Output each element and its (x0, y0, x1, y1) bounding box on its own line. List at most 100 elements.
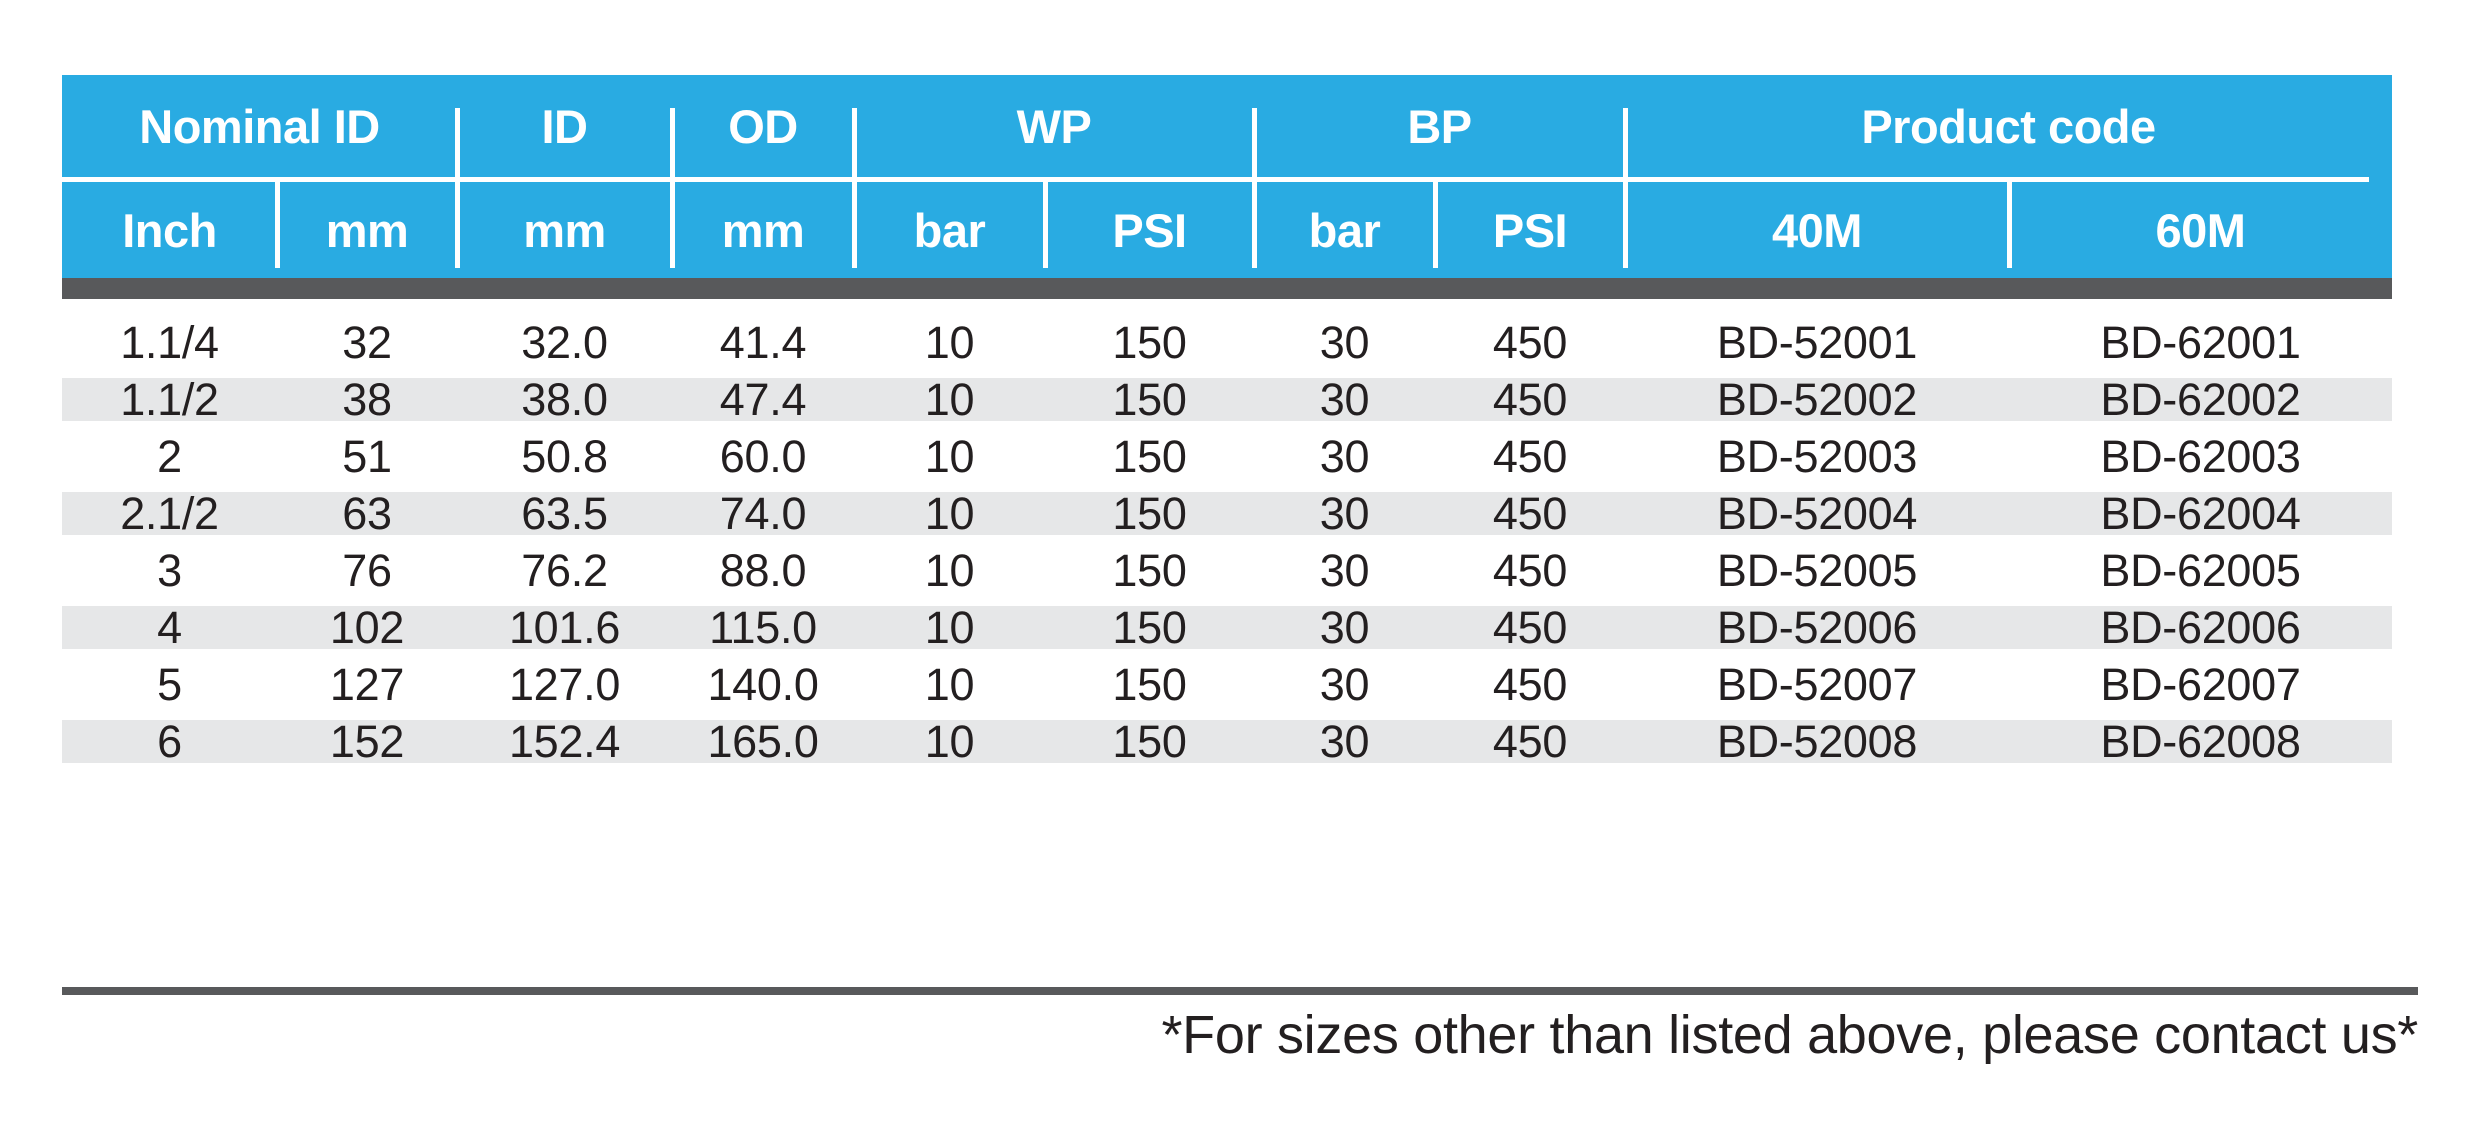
subheader-od-mm: mm (672, 182, 857, 278)
cell-nominal-inch: 4 (157, 601, 182, 653)
cell-wp-psi: 150 (1112, 658, 1187, 710)
cell-od-mm: 140.0 (707, 658, 819, 710)
header-bottom-bar (62, 278, 2392, 299)
subheader-nominal-mm: mm (277, 182, 460, 278)
cell-od-mm: 115.0 (709, 601, 817, 653)
cell-wp-bar: 10 (924, 487, 975, 539)
cell-nominal-mm: 76 (342, 544, 392, 596)
cell-nominal-mm: 51 (342, 430, 392, 482)
cell-nominal-mm: 102 (329, 601, 405, 653)
cell-code-60m: BD-62003 (2100, 430, 2301, 482)
header-separator-line (62, 177, 2369, 182)
subheader-inch: Inch (62, 182, 280, 278)
cell-id-mm: 38.0 (521, 373, 608, 425)
cell-id-mm: 152.4 (508, 715, 621, 767)
cell-bp-psi: 450 (1492, 316, 1568, 368)
cell-code-40m: BD-52006 (1716, 601, 1918, 653)
cell-wp-bar: 10 (924, 544, 975, 596)
cell-nominal-mm: 38 (342, 373, 392, 425)
cell-wp-bar: 10 (924, 715, 975, 767)
cell-od-mm: 60.0 (719, 430, 807, 482)
header-group-product-code: Product code (1861, 99, 2156, 153)
cell-bp-psi: 450 (1492, 715, 1568, 767)
cell-id-mm: 63.5 (521, 487, 608, 539)
header-group-wp: WP (854, 75, 1257, 177)
cell-nominal-mm: 127 (329, 658, 405, 710)
subheader-60m: 60M (2155, 203, 2246, 257)
cell-nominal-inch: 2 (157, 430, 182, 482)
cell-code-60m: BD-62005 (2100, 544, 2301, 596)
cell-nominal-mm: 63 (342, 487, 392, 539)
cell-id-mm: 127.0 (508, 658, 621, 710)
footnote-text: *For sizes other than listed above, plea… (1161, 1005, 2418, 1065)
cell-wp-psi: 150 (1112, 430, 1187, 482)
cell-wp-bar: 10 (924, 658, 975, 710)
subheader-bp-psi: PSI (1435, 182, 1628, 278)
cell-bp-bar: 30 (1319, 487, 1370, 539)
cell-bp-psi: 450 (1492, 487, 1568, 539)
cell-bp-bar: 30 (1319, 658, 1370, 710)
cell-bp-bar: 30 (1319, 430, 1370, 482)
table-row: 3 76 76.2 88.0 10 150 30 450 BD-52005 BD… (62, 542, 2392, 599)
cell-bp-psi: 450 (1492, 544, 1568, 596)
header-group-bp: BP (1254, 75, 1628, 177)
cell-od-mm: 47.4 (719, 373, 807, 425)
footer-rule (62, 987, 2418, 995)
cell-code-60m: BD-62001 (2100, 316, 2301, 368)
cell-code-40m: BD-52004 (1716, 487, 1918, 539)
cell-code-60m: BD-62006 (2100, 601, 2301, 653)
subheader-wp-bar: bar (854, 182, 1048, 278)
cell-bp-bar: 30 (1319, 601, 1370, 653)
header-group-row: Nominal ID ID OD WP BP Product code (62, 75, 2392, 177)
cell-wp-psi: 150 (1112, 487, 1187, 539)
header-group-id: ID (457, 75, 675, 177)
cell-code-60m: BD-62004 (2100, 487, 2301, 539)
cell-bp-bar: 30 (1319, 373, 1370, 425)
cell-nominal-inch: 3 (157, 544, 182, 596)
cell-wp-psi: 150 (1112, 715, 1187, 767)
cell-nominal-mm: 152 (329, 715, 405, 767)
cell-code-40m: BD-52002 (1716, 373, 1918, 425)
cell-code-40m: BD-52001 (1716, 316, 1918, 368)
cell-wp-psi: 150 (1112, 373, 1187, 425)
cell-wp-bar: 10 (924, 430, 975, 482)
cell-bp-psi: 450 (1492, 373, 1568, 425)
table-row: 6 152 152.4 165.0 10 150 30 450 BD-52008… (62, 713, 2392, 770)
cell-code-40m: BD-52008 (1716, 715, 1918, 767)
cell-wp-bar: 10 (924, 373, 975, 425)
cell-code-40m: BD-52005 (1716, 544, 1918, 596)
cell-code-40m: BD-52007 (1716, 658, 1918, 710)
cell-id-mm: 50.8 (521, 430, 608, 482)
table-row: 1.1/4 32 32.0 41.4 10 150 30 450 BD-5200… (62, 314, 2392, 371)
subheader-id-mm: mm (457, 182, 675, 278)
cell-wp-bar: 10 (924, 601, 975, 653)
spec-table-header: Nominal ID ID OD WP BP Product code Inch… (62, 75, 2392, 278)
cell-bp-psi: 450 (1492, 658, 1568, 710)
cell-code-60m: BD-62002 (2100, 373, 2301, 425)
cell-bp-psi: 450 (1492, 430, 1568, 482)
table-row: 4 102 101.6 115.0 10 150 30 450 BD-52006… (62, 599, 2392, 656)
cell-bp-bar: 30 (1319, 715, 1370, 767)
cell-od-mm: 165.0 (707, 715, 819, 767)
cell-id-mm: 101.6 (508, 601, 621, 653)
header-group-od: OD (672, 75, 857, 177)
table-row: 2 51 50.8 60.0 10 150 30 450 BD-52003 BD… (62, 428, 2392, 485)
cell-nominal-mm: 32 (342, 316, 392, 368)
cell-bp-psi: 450 (1492, 601, 1568, 653)
cell-nominal-inch: 1.1/4 (120, 316, 219, 368)
cell-od-mm: 41.4 (719, 316, 807, 368)
table-row: 2.1/2 63 63.5 74.0 10 150 30 450 BD-5200… (62, 485, 2392, 542)
table-row: 1.1/2 38 38.0 47.4 10 150 30 450 BD-5200… (62, 371, 2392, 428)
cell-bp-bar: 30 (1319, 316, 1370, 368)
cell-od-mm: 74.0 (719, 487, 807, 539)
cell-bp-bar: 30 (1319, 544, 1370, 596)
spec-table-body: 1.1/4 32 32.0 41.4 10 150 30 450 BD-5200… (62, 314, 2392, 770)
cell-nominal-inch: 5 (157, 658, 182, 710)
cell-code-40m: BD-52003 (1716, 430, 1918, 482)
cell-id-mm: 32.0 (521, 316, 608, 368)
subheader-bp-bar: bar (1254, 182, 1438, 278)
header-unit-row: Inch mm mm mm bar PSI bar PSI 40M 60M (62, 182, 2392, 278)
cell-wp-psi: 150 (1112, 544, 1187, 596)
cell-nominal-inch: 2.1/2 (120, 487, 219, 539)
subheader-40m: 40M (1625, 182, 2012, 278)
